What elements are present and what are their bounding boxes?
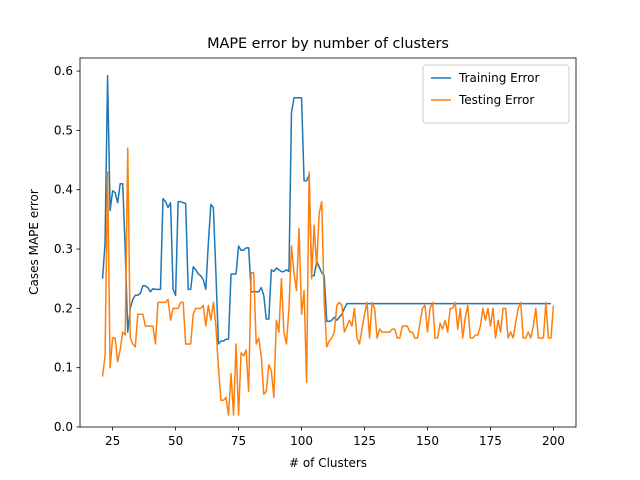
- line-series: [101, 147, 555, 416]
- y-tick-label: 0.5: [54, 123, 73, 137]
- legend-box: [422, 64, 570, 124]
- y-tick-label: 0.0: [54, 420, 73, 434]
- y-tick-label: 0.4: [54, 183, 73, 197]
- line-series: [101, 75, 551, 345]
- y-tick-label: 0.2: [54, 301, 73, 315]
- legend-label: Testing Error: [458, 93, 534, 107]
- x-axis-label: # of Clusters: [289, 456, 367, 470]
- x-tick-label: 200: [542, 434, 565, 448]
- y-axis-label: Cases MAPE error: [27, 189, 41, 295]
- y-tick-label: 0.1: [54, 361, 73, 375]
- y-tick-label: 0.3: [54, 242, 73, 256]
- x-tick-label: 175: [479, 434, 502, 448]
- x-tick-label: 75: [231, 434, 246, 448]
- plot-frame: [79, 57, 577, 428]
- x-tick-label: 25: [105, 434, 120, 448]
- x-tick-label: 50: [168, 434, 183, 448]
- y-tick-label: 0.6: [54, 64, 73, 78]
- x-tick-label: 100: [290, 434, 313, 448]
- x-tick-label: 125: [353, 434, 376, 448]
- chart-title: MAPE error by number of clusters: [207, 36, 449, 52]
- legend-label: Training Error: [458, 71, 539, 85]
- x-tick-label: 150: [416, 434, 439, 448]
